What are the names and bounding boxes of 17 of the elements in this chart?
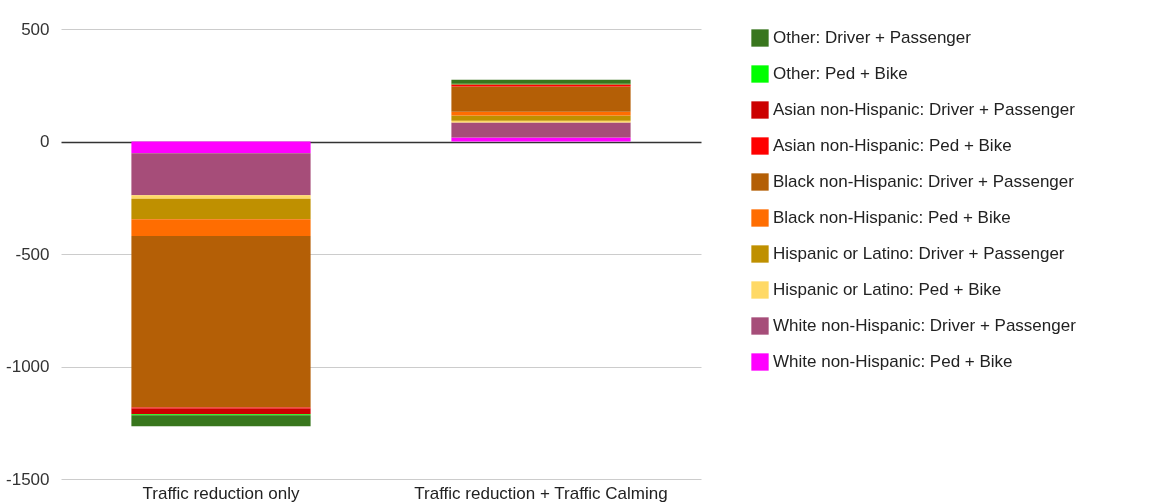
y-tick-label: -1000 xyxy=(6,357,50,376)
legend-label: Asian non-Hispanic: Ped + Bike xyxy=(773,136,1012,155)
legend-label: Black non-Hispanic: Driver + Passenger xyxy=(773,172,1075,191)
legend-label: Asian non-Hispanic: Driver + Passenger xyxy=(773,100,1076,119)
x-tick-label: Traffic reduction only xyxy=(142,483,300,503)
legend-label: Black non-Hispanic: Ped + Bike xyxy=(773,208,1011,227)
legend-label: Other: Driver + Passenger xyxy=(773,28,972,47)
y-tick-label: 0 xyxy=(40,132,50,151)
x-tick-label: Traffic reduction + Traffic Calming xyxy=(414,483,668,503)
y-tick-label: 500 xyxy=(21,19,50,39)
y-tick-label: -1500 xyxy=(6,469,50,489)
legend-label: Other: Ped + Bike xyxy=(773,64,908,83)
legend-label: White non-Hispanic: Ped + Bike xyxy=(773,352,1013,371)
legend-label: White non-Hispanic: Driver + Passenger xyxy=(773,316,1077,335)
y-tick-label: -500 xyxy=(15,244,50,264)
legend-label: Hispanic or Latino: Ped + Bike xyxy=(773,280,1002,299)
legend-label: Hispanic or Latino: Driver + Passenger xyxy=(773,244,1065,263)
